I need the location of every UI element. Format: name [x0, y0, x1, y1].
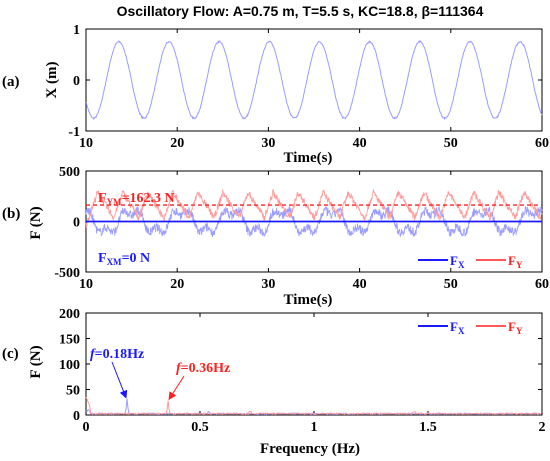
x-tick-label-b-5: 60	[535, 277, 549, 292]
y-tick-label-b-1: 0	[73, 216, 80, 231]
x-tick-label-b-0: 10	[79, 277, 93, 292]
y-tick-label-b-2: 500	[59, 165, 80, 180]
legend-b: FX FY	[418, 253, 523, 270]
annotation-fym: FYM=162.3 N	[98, 191, 175, 207]
panel-a: (a) X (m) Time(s) 10 20 30 40 50 60 -1 0 1	[2, 23, 549, 166]
x-tick-label-b-4: 50	[444, 277, 458, 292]
plot-area-a: 10 20 30 40 50 60 -1 0 1	[68, 23, 549, 151]
y-tick-label-c-3: 150	[59, 333, 80, 348]
x-tick-label-a-0: 10	[79, 136, 93, 151]
panel-label-a: (a)	[2, 74, 20, 90]
panel-c: (c) F (N) Frequency (Hz) 0 0.5 1 1.5 2 0 50 100…	[2, 307, 546, 457]
panel-label-c: (c)	[2, 346, 19, 362]
x-tick-label-b-3: 40	[353, 277, 367, 292]
series-fy-time	[85, 188, 543, 229]
x-tick-label-a-5: 60	[535, 136, 549, 151]
y-tick-label-a-1: 0	[73, 74, 80, 89]
x-tick-label-c-3: 1.5	[419, 420, 437, 435]
legend-b-fy-label: FY	[508, 253, 523, 270]
ylabel-a: X (m)	[44, 61, 60, 98]
arrow-fx-peak	[111, 361, 128, 399]
x-tick-label-a-4: 50	[444, 136, 458, 151]
x-tick-label-a-3: 40	[353, 136, 367, 151]
axes-frame-a	[85, 28, 543, 132]
annotation-fy-peak: f=0.36Hz	[176, 361, 230, 376]
series-fx-time	[85, 205, 543, 238]
x-tick-label-a-2: 30	[261, 136, 275, 151]
ylabel-b: F (N)	[28, 206, 44, 239]
xlabel-c: Frequency (Hz)	[260, 441, 360, 457]
x-tick-label-b-1: 20	[170, 277, 184, 292]
x-tick-label-c-1: 0.5	[191, 420, 209, 435]
legend-c-fx-label: FX	[450, 319, 465, 336]
y-tick-label-c-1: 50	[66, 384, 80, 399]
legend-c: FX FY	[418, 319, 523, 336]
y-tick-label-b-0: -500	[54, 266, 80, 281]
x-tick-label-c-0: 0	[83, 420, 90, 435]
y-tick-label-a-2: 1	[73, 23, 80, 38]
panel-label-b: (b)	[2, 206, 20, 222]
panel-b: (b) F (N) Time(s) 10 20 30 40 50 60 -500 0 500 F…	[2, 165, 549, 308]
plot-area-c: 0 0.5 1 1.5 2 0 50 100 150 200	[59, 307, 546, 435]
xlabel-b: Time(s)	[284, 292, 333, 308]
arrow-fy-peak	[168, 375, 185, 401]
xlabel-a: Time(s)	[284, 150, 333, 166]
annotation-fx-peak: f=0.18Hz	[90, 347, 144, 362]
x-tick-label-c-2: 1	[311, 420, 318, 435]
legend-b-fx-label: FX	[450, 253, 465, 270]
axes-frame-c	[85, 312, 543, 416]
y-tick-label-c-4: 200	[59, 307, 80, 322]
ylabel-c: F (N)	[28, 345, 44, 378]
y-tick-label-a-0: -1	[68, 125, 80, 140]
y-tick-label-c-2: 100	[59, 358, 80, 373]
x-tick-label-a-1: 20	[170, 136, 184, 151]
x-tick-label-b-2: 30	[261, 277, 275, 292]
annotation-fxm: FXM=0 N	[98, 251, 150, 267]
y-tick-label-c-0: 0	[73, 409, 80, 424]
x-tick-label-c-4: 2	[539, 420, 546, 435]
legend-c-fy-label: FY	[508, 319, 523, 336]
series-fy-spectrum	[85, 396, 542, 416]
chart-title: Oscillatory Flow: A=0.75 m, T=5.5 s, KC=…	[117, 3, 484, 19]
plot-area-b: 10 20 30 40 50 60 -500 0 500	[54, 165, 549, 292]
series-x-displacement	[85, 39, 543, 121]
